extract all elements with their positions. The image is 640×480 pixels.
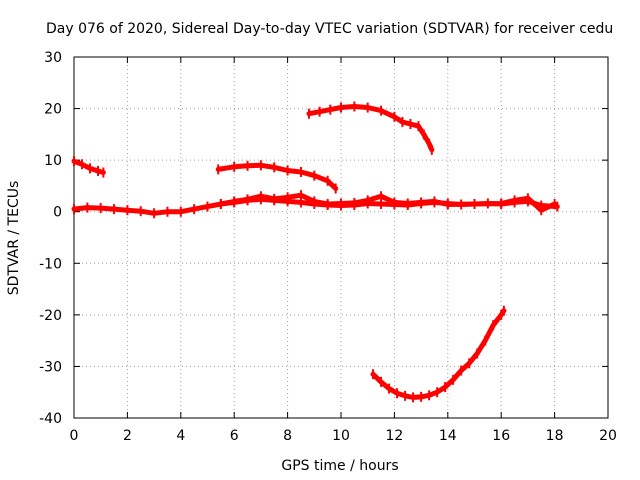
x-tick-label: 6 xyxy=(230,428,239,444)
x-tick-label: 4 xyxy=(176,428,185,444)
series-layer xyxy=(71,101,560,403)
series-upper-band xyxy=(218,190,558,216)
series-arc-low xyxy=(370,305,507,403)
series-line xyxy=(306,104,435,153)
x-tick-label: 2 xyxy=(123,428,132,444)
series-arc-mid xyxy=(215,160,339,194)
x-tick-label: 16 xyxy=(492,428,510,444)
y-tick-label: -10 xyxy=(39,256,62,272)
x-tick-label: 14 xyxy=(439,428,457,444)
series-line xyxy=(218,192,558,213)
y-tick-label: 30 xyxy=(44,50,62,66)
y-tick-label: 20 xyxy=(44,102,62,118)
y-axis-label: SDTVAR / TECUs xyxy=(6,181,22,296)
y-tick-label: 0 xyxy=(53,205,62,221)
x-tick-label: 0 xyxy=(70,428,79,444)
series-arc-high xyxy=(306,101,435,155)
chart-title: Day 076 of 2020, Sidereal Day-to-day VTE… xyxy=(46,21,613,37)
series-line xyxy=(215,162,339,191)
x-tick-label: 8 xyxy=(283,428,292,444)
y-tick-label: -40 xyxy=(39,411,62,427)
y-tick-label: -30 xyxy=(39,359,62,375)
x-tick-label: 18 xyxy=(546,428,564,444)
x-tick-label: 20 xyxy=(599,428,617,444)
y-tick-label: 10 xyxy=(44,153,62,169)
y-tick-label: -20 xyxy=(39,308,62,324)
x-axis-label: GPS time / hours xyxy=(281,458,398,474)
series-arc-start xyxy=(71,156,106,178)
ticks: 0 2 4 6 8 10 12 14 16 18 20 -40 -30 -20 -10 0 10 20 30 xyxy=(39,50,617,444)
x-tick-label: 10 xyxy=(332,428,350,444)
x-tick-label: 12 xyxy=(385,428,403,444)
series-line xyxy=(370,308,507,400)
